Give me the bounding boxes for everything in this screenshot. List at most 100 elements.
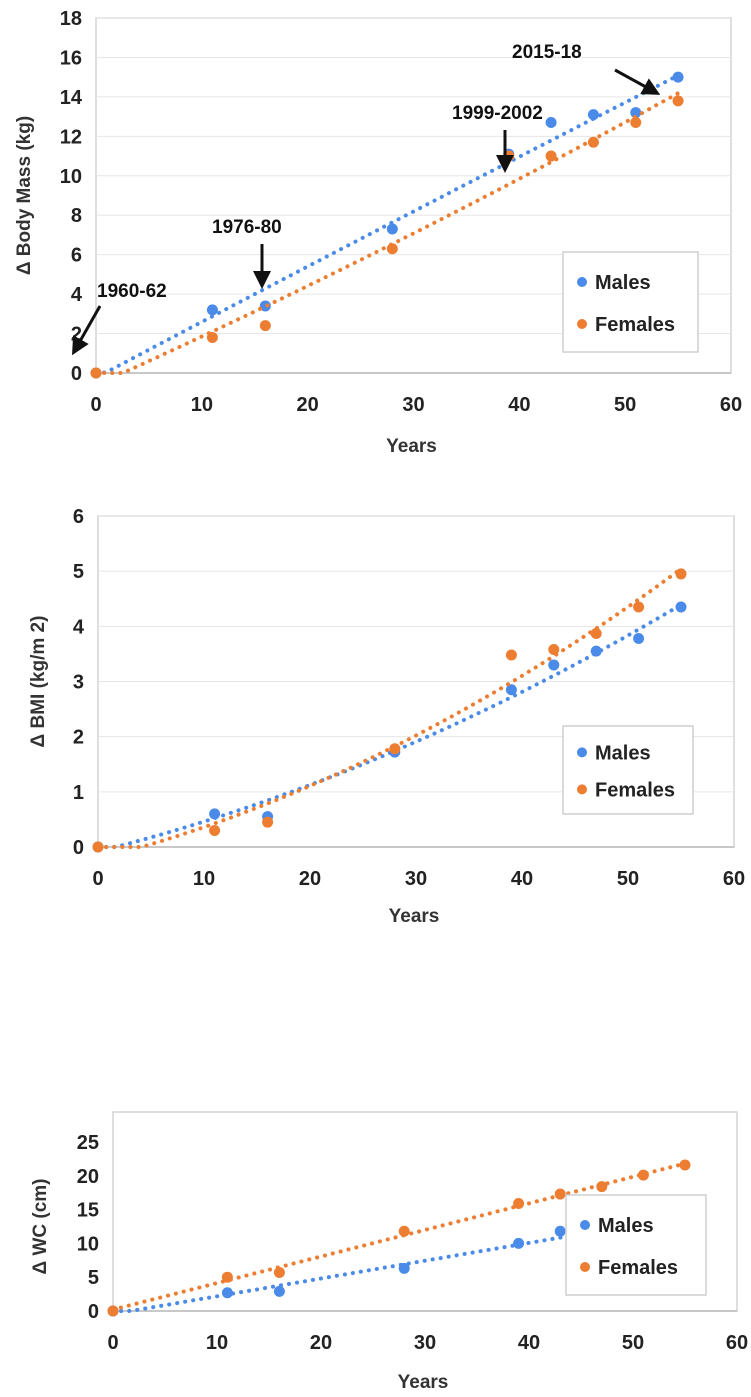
data-point-males — [633, 632, 645, 644]
data-point-males — [554, 1225, 566, 1237]
annotation-label: 1999-2002 — [452, 103, 543, 124]
legend-label-males: Males — [595, 742, 651, 764]
data-point-males — [259, 300, 271, 312]
data-point-females — [505, 649, 517, 661]
y-tick-label: 5 — [88, 1267, 99, 1289]
data-point-males — [221, 1287, 233, 1299]
data-point-females — [675, 568, 687, 580]
y-tick-label: 5 — [73, 561, 84, 583]
data-point-males — [630, 107, 642, 119]
annotation-label: 1976-80 — [212, 217, 282, 238]
x-tick-label: 40 — [508, 394, 530, 416]
x-tick-label: 50 — [622, 1332, 644, 1354]
y-tick-label: 10 — [60, 166, 82, 188]
trendline-females — [111, 1161, 687, 1312]
y-axis-label: Δ BMI (kg/m 2) — [28, 616, 49, 748]
data-point-females — [548, 644, 560, 656]
y-axis-label: Δ WC (cm) — [30, 1179, 51, 1275]
x-tick-label: 10 — [206, 1332, 228, 1354]
y-tick-label: 0 — [73, 837, 84, 859]
data-point-females — [398, 1225, 410, 1237]
x-tick-label: 20 — [299, 868, 321, 890]
data-point-females — [633, 601, 645, 613]
y-tick-label: 15 — [77, 1200, 99, 1222]
x-axis-label: Years — [398, 1372, 449, 1393]
legend-box — [562, 251, 699, 353]
chart-3: 0 5 10 15 20 25 0 10 20 30 40 50 60 Years Δ WC (cm) Mal… — [30, 1111, 748, 1393]
annotation-arrow — [614, 68, 661, 95]
legend-label-females: Females — [595, 779, 675, 801]
data-point-males — [590, 645, 602, 657]
x-tick-label: 60 — [720, 394, 742, 416]
trendline-males — [111, 1214, 687, 1313]
annotation-arrow — [72, 305, 102, 356]
data-point-females — [590, 628, 602, 640]
y-tick-label: 6 — [73, 506, 84, 528]
chart-1: 0 2 4 6 8 10 12 14 16 18 0 10 20 30 40 50 60 Years Δ Body … — [14, 8, 742, 457]
trendline-females — [96, 566, 683, 849]
data-point-females — [513, 1198, 525, 1210]
data-point-females — [262, 816, 274, 828]
x-tick-label: 60 — [726, 1332, 748, 1354]
data-point-males — [672, 71, 684, 83]
data-point-males — [587, 109, 599, 121]
legend-box — [562, 725, 694, 815]
x-tick-label: 20 — [310, 1332, 332, 1354]
x-tick-label: 30 — [405, 868, 427, 890]
data-point-females — [389, 743, 401, 755]
data-point-females — [209, 824, 221, 836]
legend: Males Females — [562, 251, 699, 353]
data-point-males — [545, 117, 557, 129]
x-tick-label: 0 — [92, 868, 103, 890]
legend-marker-males — [577, 747, 587, 758]
data-point-males — [513, 1237, 525, 1249]
y-tick-label: 20 — [77, 1166, 99, 1188]
data-point-females — [259, 320, 271, 332]
legend-label-males: Males — [598, 1215, 654, 1237]
y-tick-label: 4 — [71, 284, 83, 306]
annotation-label: 1960-62 — [97, 281, 167, 302]
y-tick-label: 14 — [60, 87, 83, 109]
legend-box — [565, 1194, 707, 1296]
x-tick-label: 40 — [511, 868, 533, 890]
data-point-males — [206, 304, 218, 316]
y-tick-label: 3 — [73, 672, 84, 694]
y-tick-label: 12 — [60, 126, 82, 148]
data-point-males — [548, 659, 560, 671]
x-tick-label: 20 — [297, 394, 319, 416]
data-point-females — [221, 1271, 233, 1283]
y-tick-label: 18 — [60, 8, 82, 30]
legend-marker-males — [580, 1220, 590, 1230]
x-tick-label: 40 — [518, 1332, 540, 1354]
data-point-males — [273, 1285, 285, 1297]
data-point-females — [90, 367, 102, 379]
data-point-males — [386, 223, 398, 235]
data-point-females — [630, 117, 642, 129]
legend-marker-males — [577, 277, 587, 287]
legend: Males Females — [562, 725, 694, 815]
y-tick-label: 10 — [77, 1233, 99, 1255]
y-tick-label: 0 — [71, 363, 82, 385]
data-point-females — [672, 95, 684, 107]
y-tick-label: 8 — [71, 205, 82, 227]
legend: Males Females — [565, 1194, 707, 1296]
data-point-males — [398, 1262, 410, 1274]
data-point-females — [587, 136, 599, 148]
x-axis-label: Years — [389, 906, 440, 927]
data-point-females — [554, 1188, 566, 1200]
legend-label-females: Females — [598, 1257, 678, 1279]
x-tick-label: 50 — [617, 868, 639, 890]
x-tick-label: 60 — [723, 868, 745, 890]
y-tick-label: 25 — [77, 1132, 99, 1154]
data-point-females — [386, 243, 398, 255]
data-point-females — [107, 1305, 119, 1317]
x-tick-label: 10 — [193, 868, 215, 890]
data-point-females — [679, 1159, 691, 1171]
data-point-females — [273, 1266, 285, 1278]
y-tick-label: 2 — [73, 727, 84, 749]
data-point-females — [92, 841, 104, 853]
trendline-females — [94, 91, 681, 375]
legend-marker-females — [580, 1262, 590, 1272]
legend-label-females: Females — [595, 314, 675, 336]
